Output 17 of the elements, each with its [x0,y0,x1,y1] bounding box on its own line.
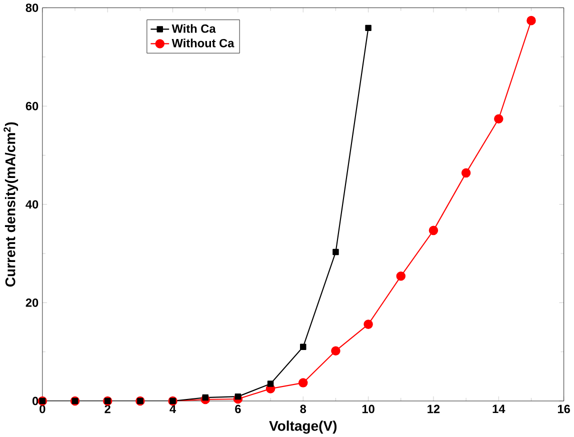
x-tick-label: 0 [40,404,46,414]
y-tick-label: 80 [26,3,38,12]
x-tick-label: 4 [170,404,176,413]
x-tick-label: 14 [492,404,506,413]
x-tick-label: 10 [362,404,374,414]
y-tick-label: 60 [26,102,38,110]
y-tick-label: 40 [26,200,38,208]
x-tick-label: 12 [428,404,440,413]
legend-label: Without Ca [172,38,234,48]
y-axis-title: Current density(mA/cm$^{2}$) [4,122,18,286]
y-tick-label: 0 [32,396,38,406]
x-tick-label: 8 [300,404,306,414]
legend-label: With Ca [172,24,216,33]
x-axis-title: Voltage(V) [269,420,337,434]
x-tick-label: 16 [558,404,570,414]
y-tick-label: 20 [26,298,38,307]
x-tick-label: 6 [235,404,241,414]
